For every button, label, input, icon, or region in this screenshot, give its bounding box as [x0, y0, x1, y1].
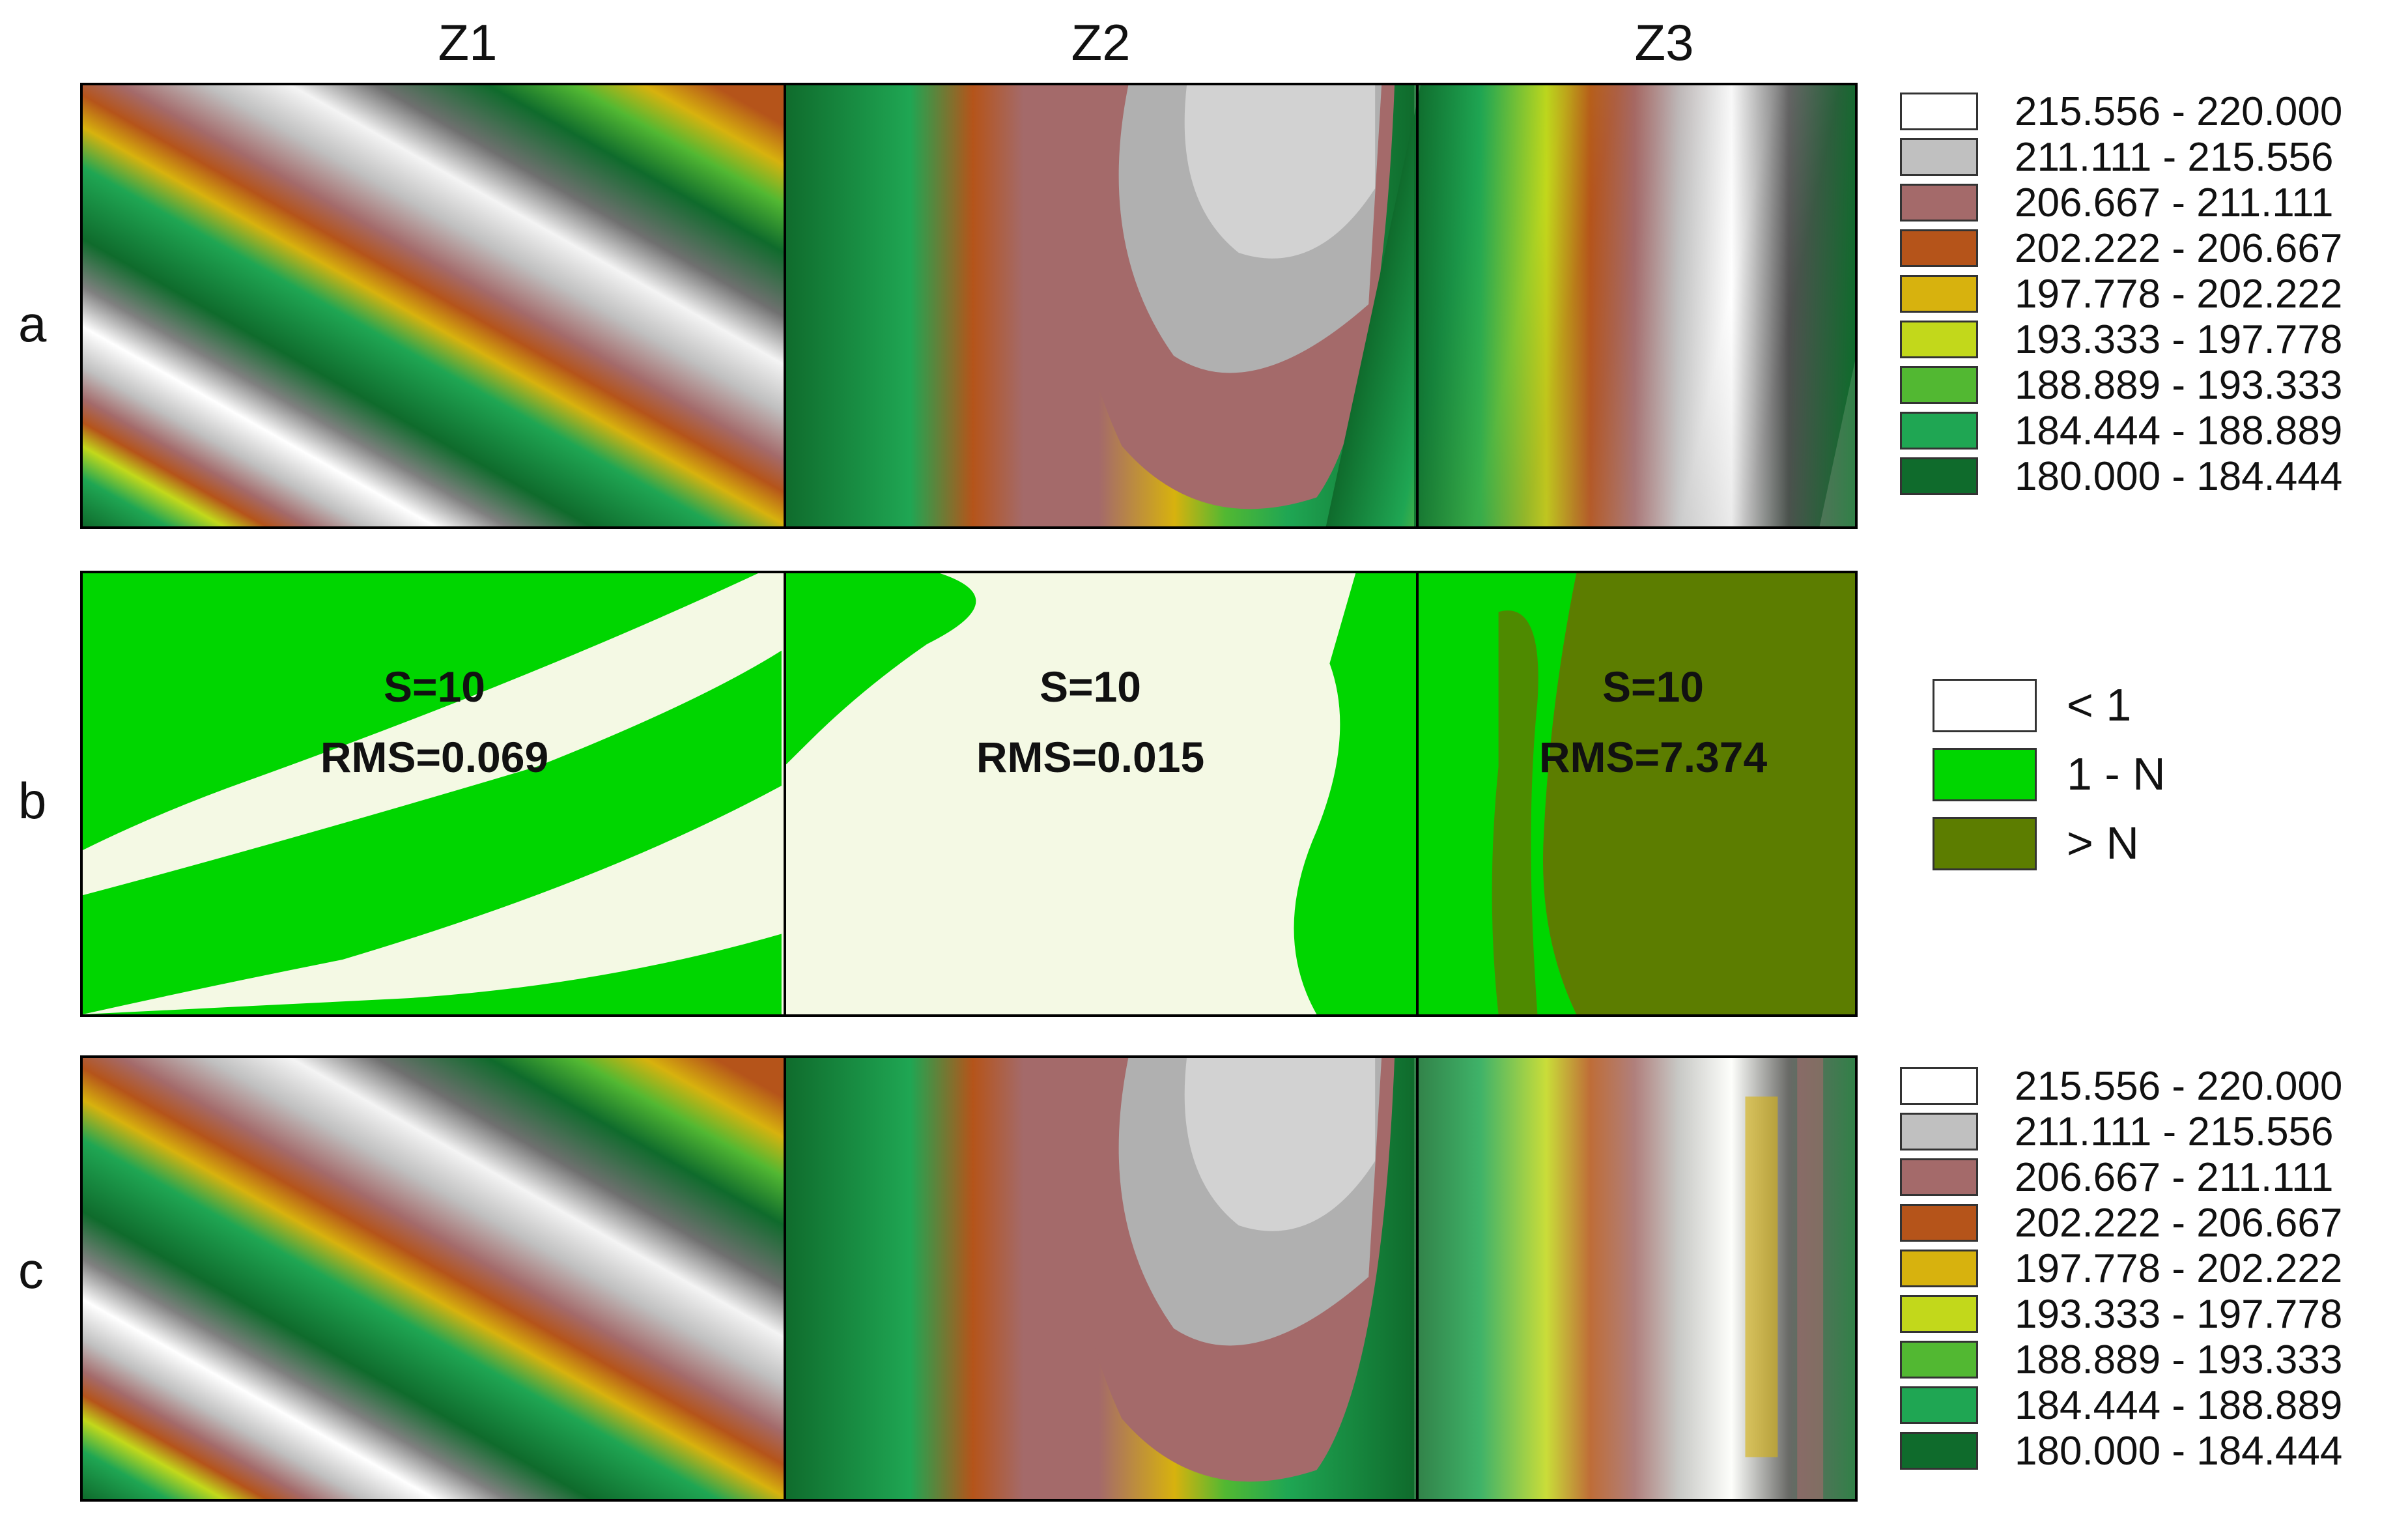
stat-s-z1: S=10 — [384, 663, 485, 711]
legend-label: > N — [2067, 818, 2139, 868]
legend-label: 188.889 - 193.333 — [2015, 1337, 2343, 1382]
error-map-graphic — [83, 573, 1855, 1014]
legend-swatch — [1900, 184, 1978, 221]
legend-item: 206.667 - 211.111 — [1892, 180, 2400, 225]
legend-item: 202.222 - 206.667 — [1892, 226, 2400, 271]
legend-item: < 1 — [1892, 678, 2400, 736]
zone-divider — [784, 1058, 786, 1499]
legend-label: 206.667 - 211.111 — [2015, 1155, 2334, 1200]
zone-divider — [784, 573, 786, 1014]
legend-item: 184.444 - 188.889 — [1892, 408, 2400, 453]
legend-swatch — [1900, 321, 1978, 358]
legend-swatch — [1900, 1113, 1978, 1150]
zone-divider — [1416, 573, 1419, 1014]
legend-swatch — [1900, 1432, 1978, 1470]
row-label-a: a — [18, 295, 47, 352]
stat-rms-z2: RMS=0.015 — [976, 733, 1205, 781]
legend-swatch — [1900, 412, 1978, 450]
legend-swatch — [1900, 275, 1978, 313]
legend-swatch — [1933, 748, 2037, 801]
legend-label: 197.778 - 202.222 — [2015, 272, 2343, 317]
legend-item: 215.556 - 220.000 — [1892, 1064, 2400, 1109]
legend-item: 202.222 - 206.667 — [1892, 1201, 2400, 1246]
legend-label: 211.111 - 215.556 — [2015, 1109, 2334, 1154]
legend-label: 1 - N — [2067, 749, 2166, 799]
legend-swatch — [1900, 1067, 1978, 1105]
legend-swatch — [1900, 93, 1978, 130]
legend-item: 180.000 - 184.444 — [1892, 454, 2400, 499]
legend-label: 193.333 - 197.778 — [2015, 317, 2343, 362]
stats-z2: S=10 RMS=0.015 — [921, 651, 1260, 792]
legend-item: 197.778 - 202.222 — [1892, 272, 2400, 317]
stat-s-z3: S=10 — [1602, 663, 1704, 711]
legend-swatch — [1933, 679, 2037, 732]
legend-label: 202.222 - 206.667 — [2015, 226, 2343, 271]
legend-label: 184.444 - 188.889 — [2015, 1383, 2343, 1428]
legend-item: 197.778 - 202.222 — [1892, 1246, 2400, 1291]
legend-item: 193.333 - 197.778 — [1892, 1292, 2400, 1337]
zone-divider — [1416, 85, 1419, 526]
stat-rms-z3: RMS=7.374 — [1538, 733, 1768, 781]
legend-item: 184.444 - 188.889 — [1892, 1383, 2400, 1428]
legend-label: 211.111 - 215.556 — [2015, 135, 2334, 180]
legend-swatch — [1900, 1295, 1978, 1333]
legend-label: 180.000 - 184.444 — [2015, 1429, 2343, 1474]
zone-label-z2: Z2 — [1071, 14, 1131, 71]
contour-map-c-graphic — [83, 1058, 1855, 1499]
stat-s-z2: S=10 — [1040, 663, 1141, 711]
legend-item: > N — [1892, 816, 2400, 874]
legend-swatch — [1900, 457, 1978, 495]
zone-label-z3: Z3 — [1634, 14, 1694, 71]
legend-item: 215.556 - 220.000 — [1892, 89, 2400, 134]
legend-swatch — [1900, 366, 1978, 404]
legend-item: 188.889 - 193.333 — [1892, 1337, 2400, 1382]
panel-b-error-map: S=10 RMS=0.069 S=10 RMS=0.015 S=10 RMS=7… — [80, 571, 1858, 1017]
stats-z3: S=10 RMS=7.374 — [1484, 651, 1822, 792]
legend-item: 211.111 - 215.556 — [1892, 1109, 2400, 1154]
legend-swatch — [1933, 817, 2037, 870]
stat-rms-z1: RMS=0.069 — [320, 733, 549, 781]
row-label-b: b — [18, 772, 47, 829]
zone-divider — [1416, 1058, 1419, 1499]
legend-label: 180.000 - 184.444 — [2015, 454, 2343, 499]
legend-swatch — [1900, 1158, 1978, 1196]
legend-label: 215.556 - 220.000 — [2015, 1064, 2343, 1109]
legend-label: 202.222 - 206.667 — [2015, 1201, 2343, 1246]
legend-swatch — [1900, 229, 1978, 267]
legend-label: 193.333 - 197.778 — [2015, 1292, 2343, 1337]
legend-label: < 1 — [2067, 679, 2132, 730]
legend-label: 206.667 - 211.111 — [2015, 180, 2334, 225]
zone-label-z1: Z1 — [438, 14, 498, 71]
legend-item: 188.889 - 193.333 — [1892, 363, 2400, 408]
legend-swatch — [1900, 1204, 1978, 1242]
legend-label: 197.778 - 202.222 — [2015, 1246, 2343, 1291]
legend-item: 1 - N — [1892, 747, 2400, 805]
legend-label: 188.889 - 193.333 — [2015, 363, 2343, 408]
legend-swatch — [1900, 1386, 1978, 1424]
legend-label: 215.556 - 220.000 — [2015, 89, 2343, 134]
legend-swatch — [1900, 1341, 1978, 1379]
stats-z1: S=10 RMS=0.069 — [265, 651, 604, 792]
contour-map-a-graphic — [83, 85, 1855, 526]
panel-a-contour-map — [80, 83, 1858, 529]
legend-item: 211.111 - 215.556 — [1892, 135, 2400, 180]
legend-item: 206.667 - 211.111 — [1892, 1155, 2400, 1200]
legend-item: 180.000 - 184.444 — [1892, 1429, 2400, 1474]
legend-swatch — [1900, 1250, 1978, 1287]
zone-divider — [784, 85, 786, 526]
legend-label: 184.444 - 188.889 — [2015, 408, 2343, 453]
legend-swatch — [1900, 138, 1978, 176]
panel-c-contour-map — [80, 1055, 1858, 1502]
row-label-c: c — [18, 1242, 44, 1299]
legend-item: 193.333 - 197.778 — [1892, 317, 2400, 362]
